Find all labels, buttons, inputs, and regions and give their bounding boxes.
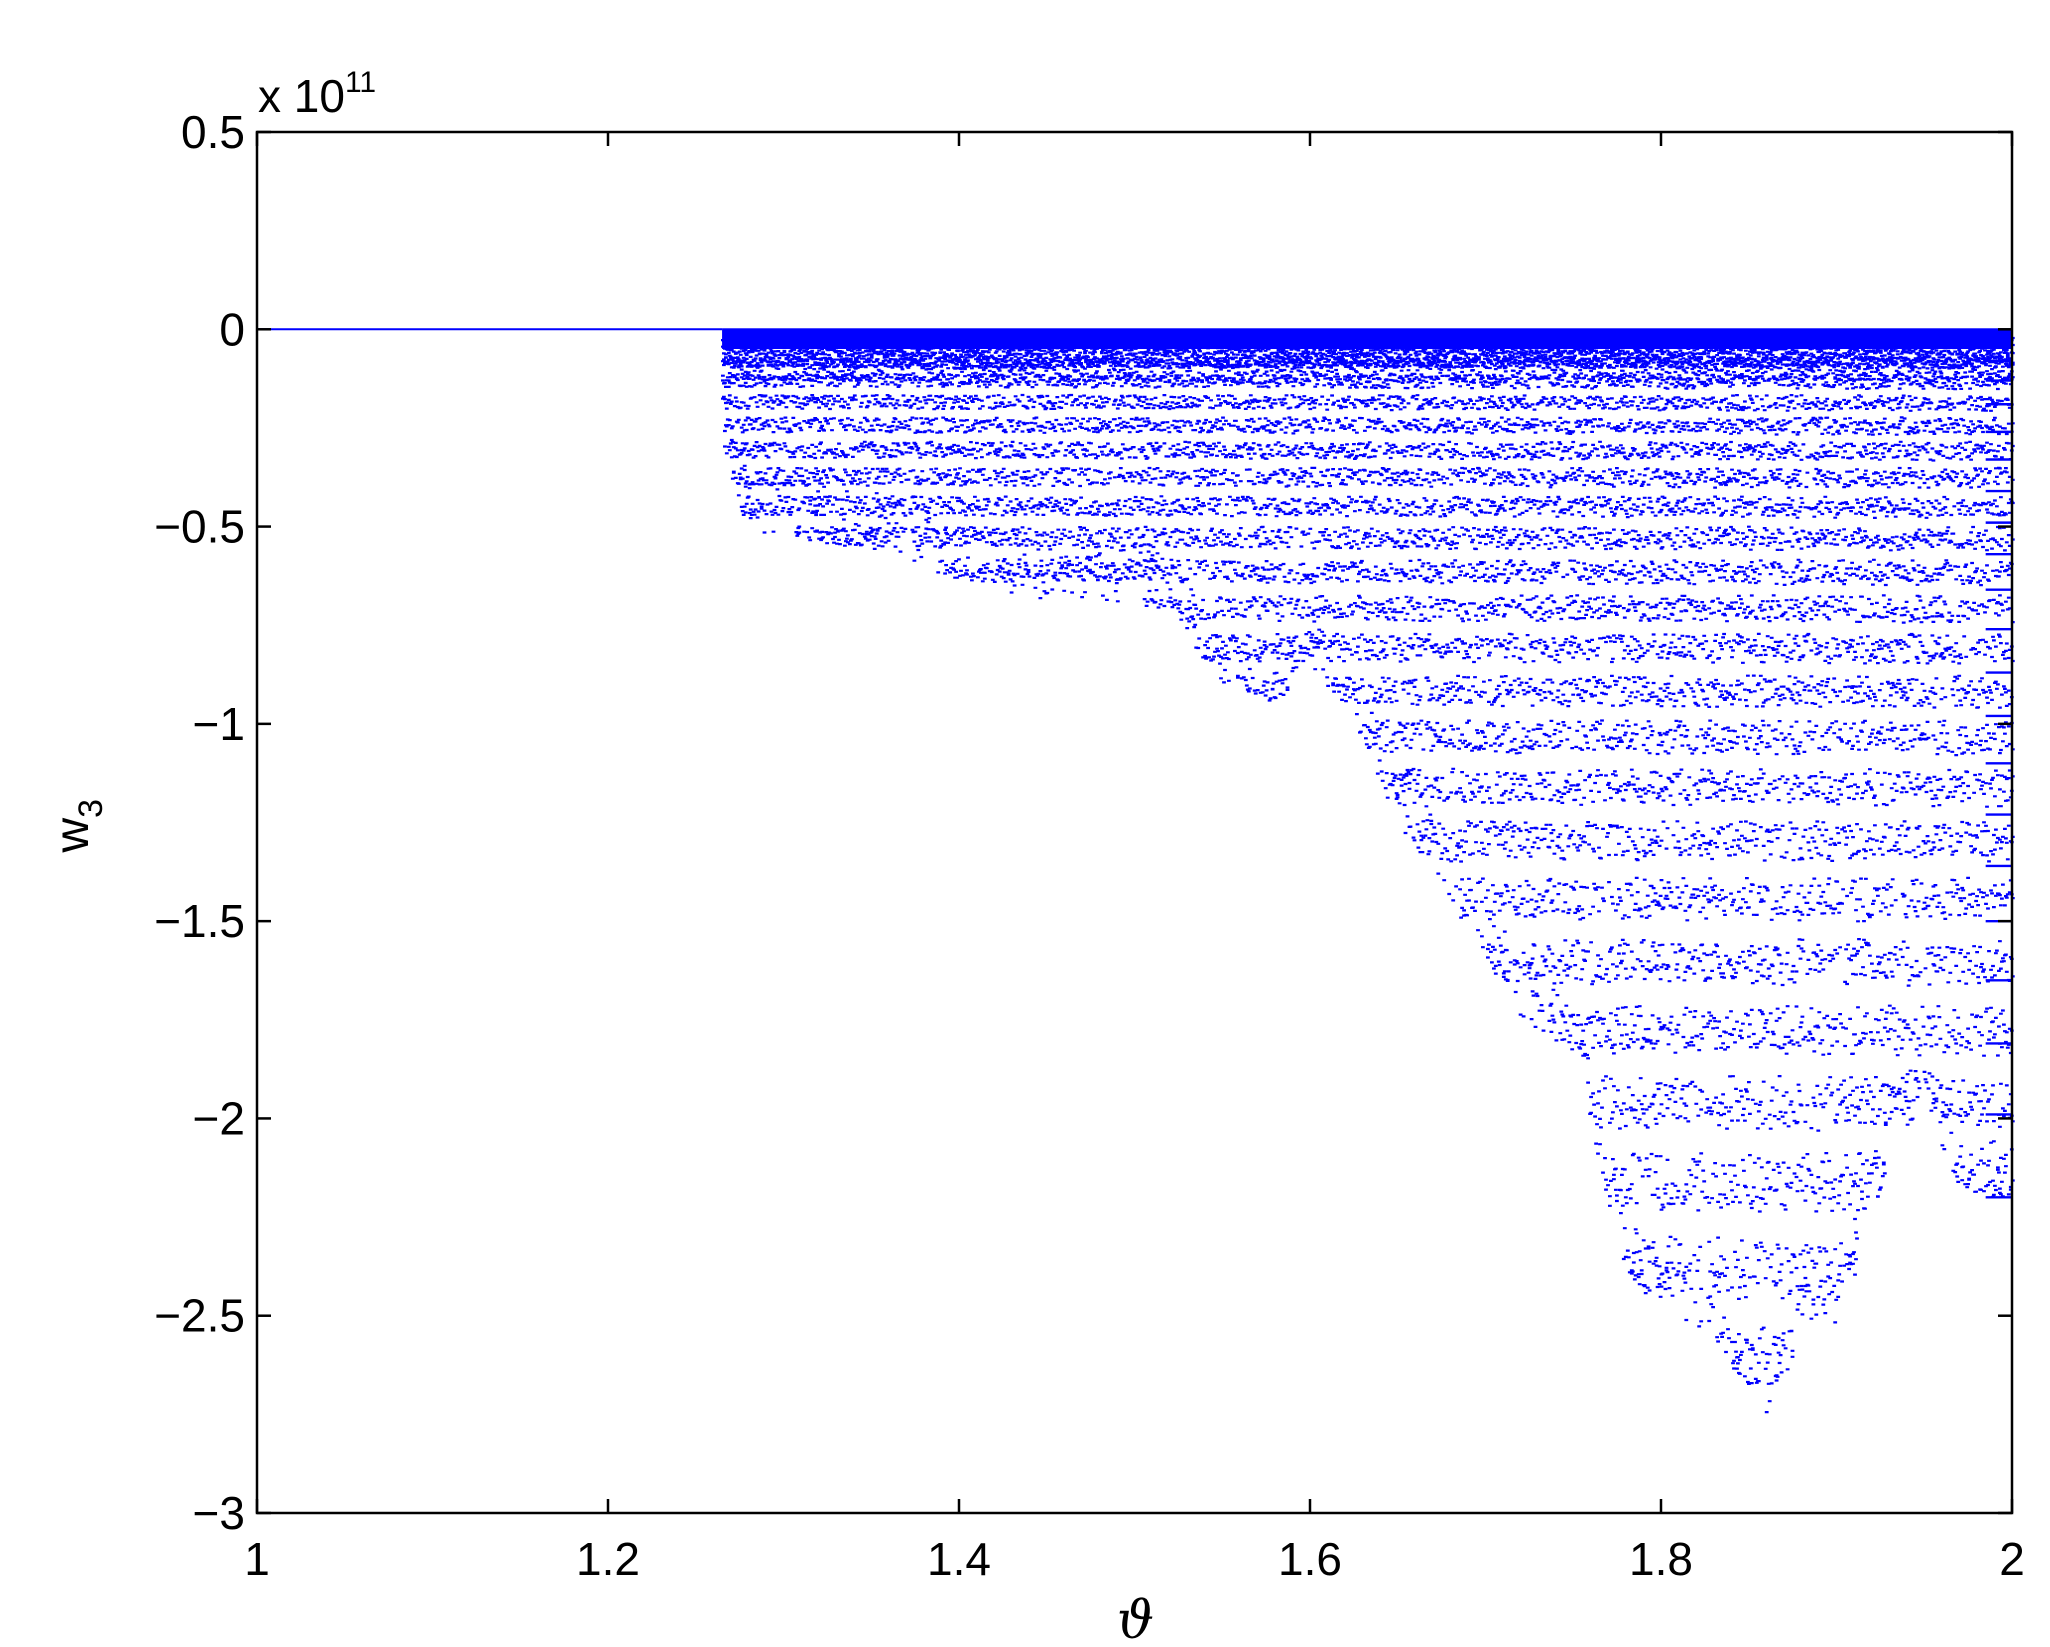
x-axis-label: ϑ	[1117, 1591, 1154, 1647]
y-tick-label: −0.5	[154, 501, 245, 553]
y-multiplier-base: x 10	[258, 70, 345, 122]
x-tick-label: 1.2	[576, 1533, 640, 1585]
axes-box	[255, 130, 2014, 1515]
x-tick-label: 1.6	[1278, 1533, 1342, 1585]
y-tick-label: −3	[193, 1487, 245, 1539]
x-tick-label: 1.4	[927, 1533, 991, 1585]
y-tick-label: 0	[219, 303, 245, 355]
y-axis-label: w3	[46, 799, 110, 854]
data-points	[721, 328, 2015, 1414]
y-tick-label: −1.5	[154, 895, 245, 947]
x-tick-label: 2	[1999, 1533, 2025, 1585]
y-axis-ticks: −3 −2.5 −2 −1.5 −1 −0.5 0 0.5	[154, 106, 2012, 1539]
x-tick-label: 1.8	[1629, 1533, 1693, 1585]
y-tick-label: 0.5	[181, 106, 245, 158]
y-tick-label: −1	[193, 698, 245, 750]
y-multiplier-exponent: 11	[345, 66, 376, 99]
near-zero-band	[722, 328, 2013, 350]
y-axis-label-subscript: 3	[72, 799, 110, 818]
x-tick-label: 1	[244, 1533, 270, 1585]
y-multiplier: x 1011	[258, 66, 376, 122]
y-tick-label: −2	[193, 1092, 245, 1144]
y-axis-label-base: w	[46, 818, 99, 854]
y-tick-label: −2.5	[154, 1290, 245, 1342]
x-axis-ticks: 1 1.2 1.4 1.6 1.8 2	[244, 132, 2025, 1585]
